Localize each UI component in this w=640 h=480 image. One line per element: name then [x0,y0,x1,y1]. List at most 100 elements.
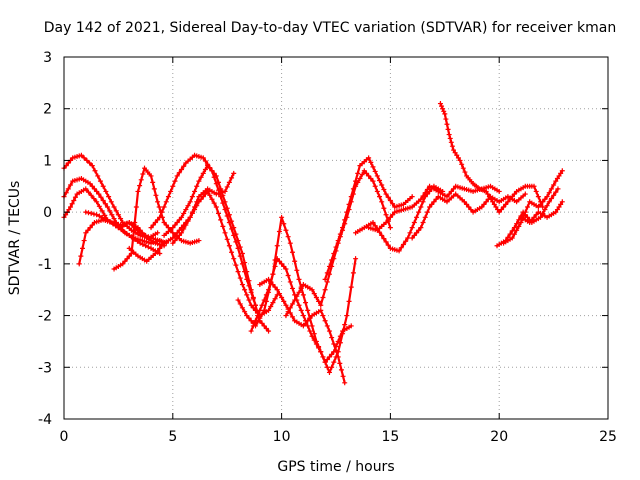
data-point [94,212,100,218]
y-axis-title: SDTVAR / TECUs [7,181,23,296]
data-point [231,225,237,231]
data-point [85,227,91,233]
data-point [148,225,154,231]
data-point [91,186,97,192]
data-point [202,158,208,164]
data-point [126,253,132,259]
data-point [81,155,87,161]
x-tick-label: 5 [168,429,177,445]
data-point [259,320,265,326]
data-point [248,328,254,334]
data-point [340,373,346,379]
data-point [157,214,163,220]
data-point [96,213,102,219]
data-point [226,243,232,249]
data-point [272,284,278,290]
data-point [235,238,241,244]
data-point [174,235,180,241]
data-point [546,190,552,196]
data-point [488,196,494,202]
data-point [156,204,162,210]
data-point [324,270,330,276]
y-tick-label: 3 [43,50,52,66]
data-point [385,217,391,223]
data-point [72,194,78,200]
data-point [300,323,306,329]
data-point [326,328,332,334]
data-point [383,219,389,225]
data-point [298,307,304,313]
data-point [326,369,332,375]
data-point [483,199,489,205]
data-point [98,194,104,200]
data-point [255,313,261,319]
data-point [441,108,447,114]
data-point [121,222,127,228]
data-point [87,225,93,231]
data-point [446,191,452,197]
data-point [555,186,561,192]
data-point [518,219,524,225]
data-point [266,328,272,334]
data-point [331,359,337,365]
data-point [289,285,295,291]
data-point [307,315,313,321]
data-point [172,238,178,244]
data-point [179,230,185,236]
data-point [381,187,387,193]
data-point [115,225,121,231]
data-point [529,217,535,223]
data-point [307,328,313,334]
y-tick-label: -2 [38,309,52,325]
data-point [447,135,453,141]
data-point [420,199,426,205]
data-point [387,214,393,220]
data-point [398,245,404,251]
data-point [311,337,317,343]
data-point [296,289,302,295]
data-point [556,173,562,179]
data-point [153,192,159,198]
data-point [266,307,272,313]
data-point [283,266,289,272]
data-point [259,311,265,317]
data-point [107,219,113,225]
data-point [414,230,420,236]
data-point [285,309,291,315]
data-point [174,219,180,225]
data-point [462,169,468,175]
data-point [229,249,235,255]
data-point [446,132,452,138]
data-point [181,226,187,232]
data-point [544,194,550,200]
data-point [342,217,348,223]
data-point [235,297,241,303]
data-point [540,199,546,205]
data-point [490,199,496,205]
data-point [464,201,470,207]
data-point [553,189,559,195]
data-point [370,178,376,184]
data-point [157,251,163,257]
data-point [429,201,435,207]
data-point [194,203,200,209]
data-point [170,225,176,231]
data-point [337,340,343,346]
data-point [118,216,124,222]
data-point [202,166,208,172]
data-point [418,196,424,202]
data-point [522,191,528,197]
data-point [493,204,499,210]
grid-layer [64,57,608,419]
data-point [170,240,176,246]
data-point [409,194,415,200]
data-point [276,291,282,297]
data-point [381,205,387,211]
data-point [150,222,156,228]
data-point [285,234,291,240]
data-point [65,186,71,192]
data-point [305,307,311,313]
data-point [163,199,169,205]
data-point [266,287,272,293]
data-point [479,204,485,210]
